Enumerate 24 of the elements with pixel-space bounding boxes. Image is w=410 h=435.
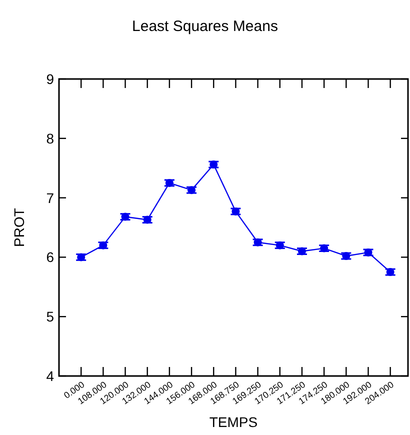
point bbox=[276, 241, 284, 250]
y-tick-label: 9 bbox=[46, 71, 54, 87]
y-tick-label: 4 bbox=[46, 368, 54, 384]
point bbox=[121, 212, 130, 221]
point bbox=[77, 253, 86, 262]
x-axis-title: TEMPS bbox=[209, 414, 258, 430]
y-axis-title: PROT bbox=[11, 208, 27, 247]
point bbox=[165, 178, 174, 187]
point bbox=[232, 207, 240, 216]
y-tick-label: 6 bbox=[46, 249, 54, 266]
y-tick-label: 5 bbox=[46, 308, 54, 325]
point bbox=[99, 241, 108, 250]
point bbox=[188, 186, 196, 194]
point bbox=[364, 248, 372, 256]
point bbox=[386, 268, 394, 276]
chart-title: Least Squares Means bbox=[132, 18, 278, 35]
point bbox=[143, 216, 152, 224]
y-tick-label: 8 bbox=[46, 130, 54, 146]
point bbox=[342, 252, 350, 260]
point bbox=[254, 238, 262, 246]
point bbox=[298, 247, 306, 256]
point bbox=[210, 160, 218, 169]
point bbox=[320, 244, 328, 252]
y-tick-label: 7 bbox=[46, 190, 54, 206]
